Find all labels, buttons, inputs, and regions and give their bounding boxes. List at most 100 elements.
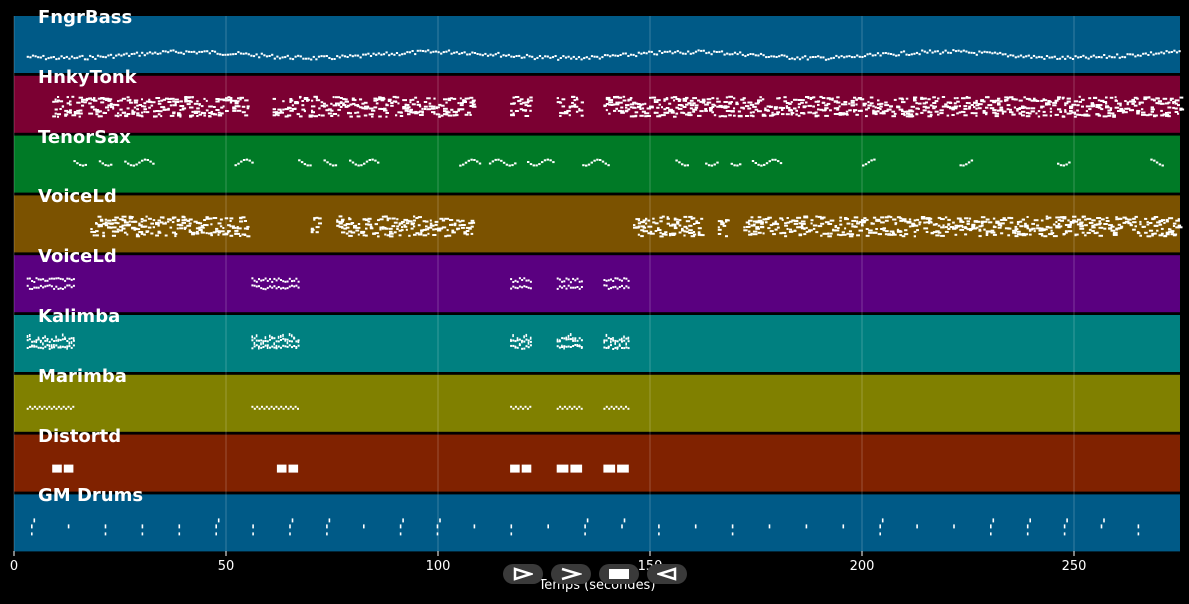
note: [688, 215, 693, 218]
note: [1168, 230, 1173, 233]
note: [841, 113, 845, 116]
note: [286, 287, 289, 290]
note: [971, 226, 976, 229]
note: [963, 107, 968, 110]
note: [754, 102, 760, 105]
note: [843, 56, 846, 59]
note: [264, 288, 267, 291]
note: [619, 54, 622, 56]
note: [293, 285, 296, 288]
note: [73, 57, 76, 60]
note: [332, 104, 337, 107]
note: [1178, 50, 1181, 53]
note: [741, 53, 744, 56]
note: [97, 110, 102, 113]
note: [251, 161, 254, 164]
note: [438, 115, 441, 118]
note: [1052, 104, 1057, 107]
note: [378, 115, 382, 118]
note: [1000, 224, 1003, 227]
note: [157, 224, 160, 227]
note: [1177, 218, 1180, 221]
note: [107, 104, 113, 107]
note: [288, 340, 291, 343]
note: [642, 219, 647, 222]
note: [291, 518, 294, 523]
note: [264, 340, 267, 342]
note: [612, 286, 615, 289]
note: [72, 339, 75, 342]
note: [458, 220, 462, 223]
note: [953, 105, 958, 108]
note: [1126, 101, 1130, 104]
note: [57, 57, 61, 60]
note: [461, 226, 465, 229]
note: [1035, 100, 1040, 102]
note: [670, 110, 675, 113]
note: [754, 54, 757, 57]
note: [1177, 226, 1183, 229]
note: [1023, 96, 1026, 99]
note: [601, 56, 604, 59]
note: [669, 232, 672, 235]
track-label: HnkyTonk: [38, 66, 137, 88]
note: [262, 341, 264, 345]
note: [1090, 105, 1095, 108]
note: [510, 55, 513, 58]
note: [226, 53, 230, 56]
note: [232, 109, 237, 112]
note: [858, 55, 861, 58]
note: [317, 55, 321, 58]
note: [219, 230, 225, 233]
note: [706, 101, 712, 104]
note: [627, 286, 630, 289]
note: [392, 95, 397, 98]
note: [1132, 217, 1136, 220]
note: [1004, 219, 1008, 221]
note: [28, 345, 31, 348]
stop-button[interactable]: [599, 564, 639, 584]
note: [389, 235, 394, 238]
note: [272, 108, 276, 111]
note: [1064, 57, 1067, 60]
note: [179, 227, 184, 230]
note: [253, 345, 256, 348]
note: [980, 216, 986, 219]
note: [191, 233, 195, 236]
forward-button[interactable]: [551, 564, 591, 584]
note: [887, 215, 891, 218]
note: [590, 161, 593, 164]
note: [273, 57, 276, 60]
note: [913, 52, 916, 55]
back-button[interactable]: [647, 564, 687, 584]
note: [291, 284, 293, 287]
note: [580, 101, 584, 104]
note: [107, 98, 111, 101]
note: [780, 54, 783, 57]
note: [169, 114, 175, 117]
note: [905, 115, 910, 118]
note: [491, 160, 495, 163]
note: [396, 228, 399, 230]
note: [1001, 110, 1007, 113]
note: [131, 216, 134, 218]
note: [897, 54, 900, 57]
note: [661, 52, 664, 54]
note: [141, 115, 144, 118]
note: [237, 51, 240, 54]
note: [516, 287, 519, 290]
note: [843, 103, 848, 106]
note: [289, 532, 291, 536]
play-button[interactable]: [503, 564, 543, 584]
note: [511, 164, 514, 167]
note: [408, 51, 412, 54]
note: [196, 115, 199, 117]
note: [975, 104, 980, 107]
note: [776, 226, 780, 229]
note: [817, 55, 820, 58]
note: [573, 105, 579, 108]
note: [169, 97, 175, 100]
note: [563, 280, 566, 283]
note: [640, 221, 645, 224]
note: [383, 109, 388, 112]
